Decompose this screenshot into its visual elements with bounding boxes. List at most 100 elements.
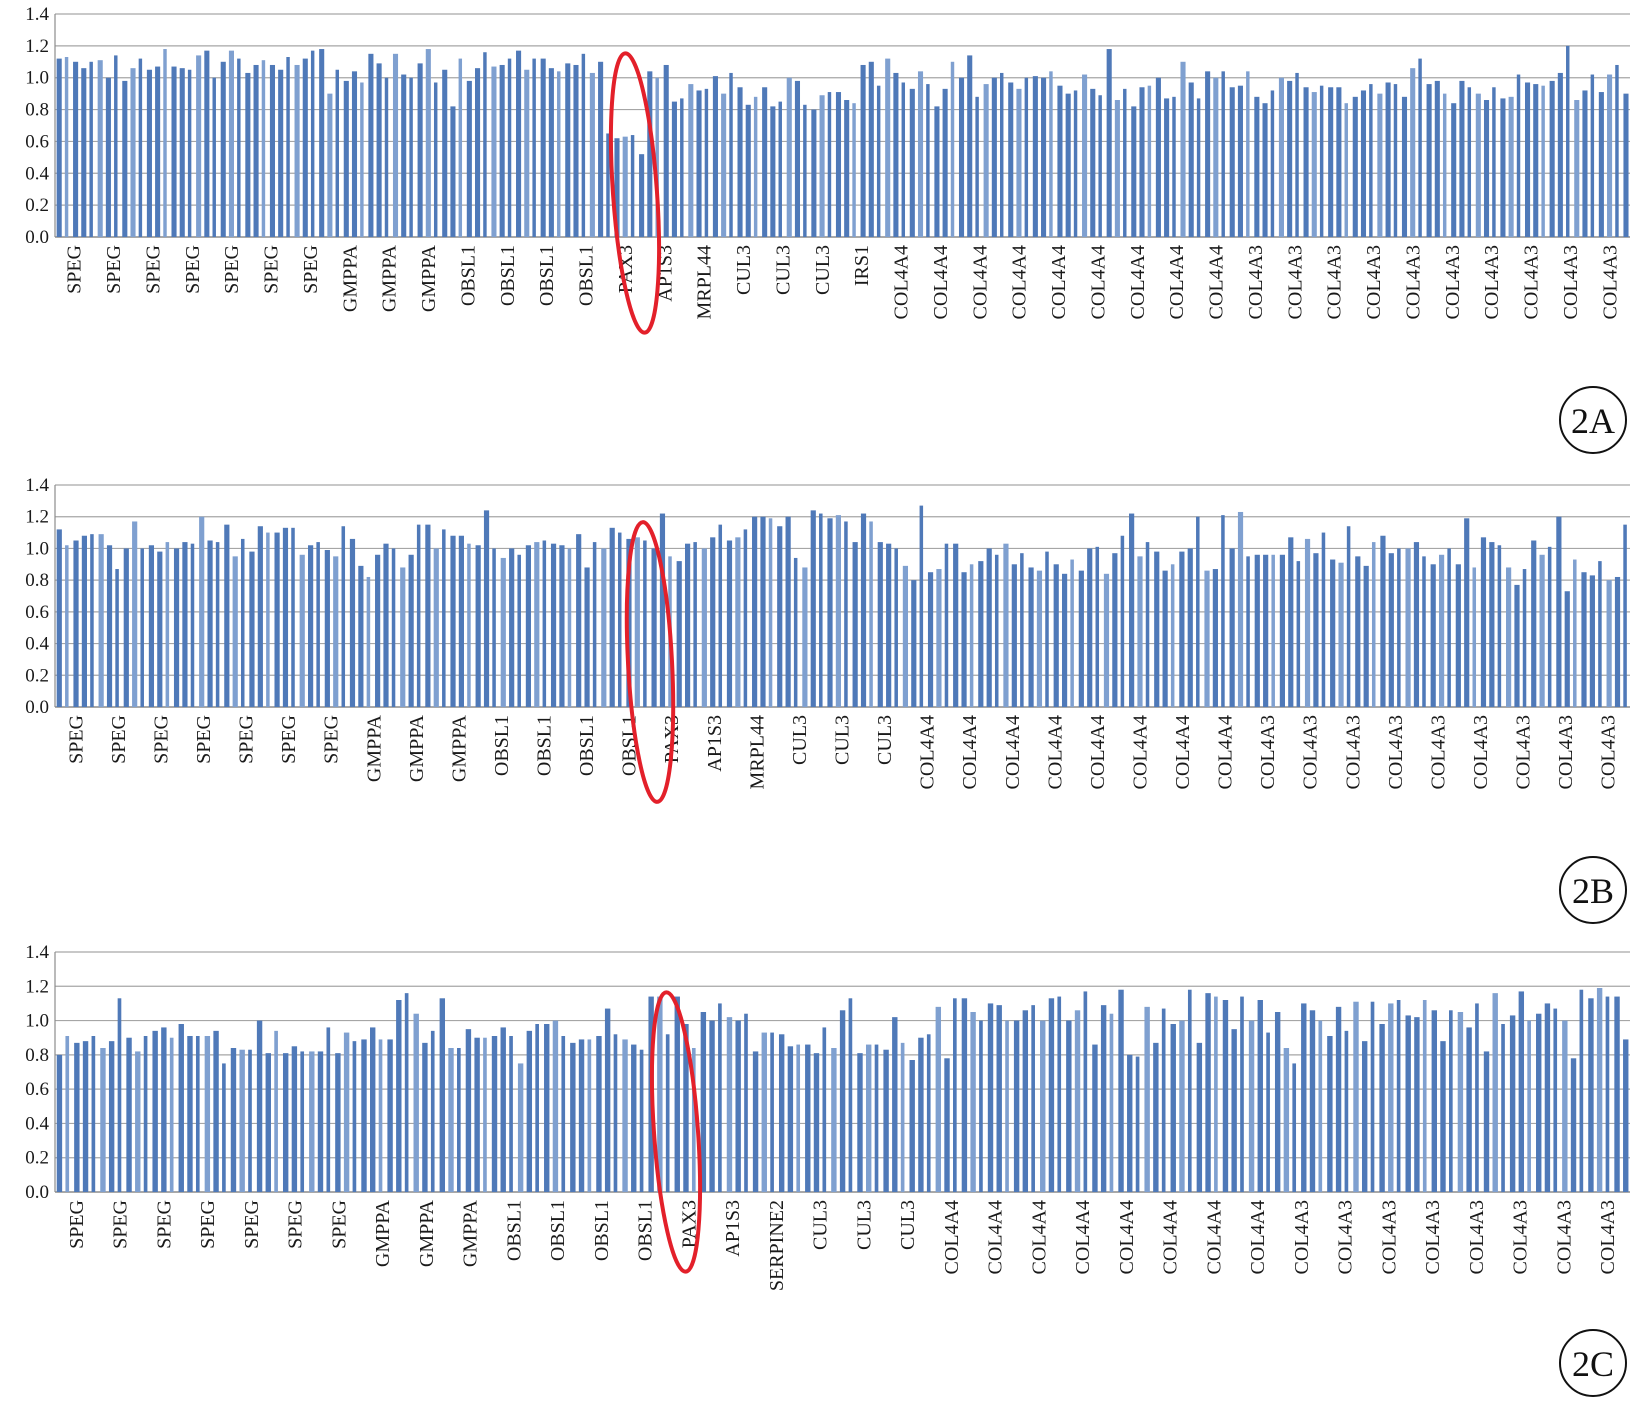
x-tick-label: COL4A3 (1470, 715, 1492, 789)
bar (81, 535, 87, 707)
x-tick-label: CUL3 (789, 715, 811, 765)
bar (753, 96, 758, 237)
bar (327, 93, 333, 237)
bar (266, 532, 270, 707)
bar (1582, 90, 1588, 238)
y-tick-label: 1.2 (25, 976, 49, 997)
bar (155, 66, 161, 237)
bar (944, 1058, 950, 1192)
bar (676, 561, 682, 707)
bar (584, 567, 590, 707)
bar (253, 64, 259, 237)
bar (1053, 564, 1059, 707)
bar (212, 77, 216, 238)
bar (1074, 1010, 1081, 1192)
x-tick-label: COL4A4 (891, 245, 913, 319)
bar (835, 515, 841, 707)
bar (474, 1037, 480, 1192)
bar (1544, 1003, 1551, 1192)
bar (726, 1017, 733, 1192)
x-tick-label: GMPPA (416, 1199, 438, 1267)
y-tick-label: 1.0 (25, 538, 49, 559)
bar (860, 64, 866, 237)
bar (1475, 93, 1481, 237)
bar (918, 1037, 924, 1192)
bar (383, 543, 389, 707)
bar (909, 1060, 915, 1192)
x-tick-label: GMPPA (448, 714, 470, 782)
bar (1581, 572, 1587, 707)
bar (1196, 98, 1201, 237)
highlight-ellipse (649, 990, 703, 1274)
x-tick-label: COL4A3 (1513, 715, 1535, 789)
bar (442, 529, 446, 707)
x-tick-label: OBSL1 (536, 245, 558, 306)
bar (710, 537, 716, 707)
bar (1466, 1027, 1472, 1192)
bar (926, 84, 930, 237)
bar (387, 1039, 393, 1192)
bar (1570, 1058, 1577, 1192)
x-tick-label: SPEG (241, 1200, 263, 1249)
bar (911, 580, 917, 707)
bar (1401, 96, 1408, 237)
x-tick-label: SPEG (193, 715, 215, 764)
x-tick-label: COL4A4 (1048, 245, 1070, 319)
x-tick-label: GMPPA (406, 714, 428, 782)
bar (391, 548, 396, 707)
bar (1615, 64, 1619, 237)
bar (1161, 1008, 1166, 1192)
bar (811, 109, 817, 237)
bar (450, 535, 456, 707)
bar (1103, 573, 1110, 707)
bar (1506, 567, 1512, 707)
y-tick-label: 1.0 (25, 68, 49, 89)
y-tick-label: 0.2 (25, 665, 49, 686)
bar (1237, 85, 1243, 238)
bar (1335, 1006, 1342, 1192)
bar (1098, 95, 1102, 238)
bar (883, 1049, 889, 1192)
bar (161, 1027, 167, 1192)
bar (148, 545, 155, 707)
bar (187, 1036, 193, 1192)
bar (475, 68, 481, 237)
bar (1065, 93, 1071, 237)
bar (936, 569, 942, 707)
panel-label-circle (1559, 856, 1627, 924)
bar (991, 77, 997, 238)
x-tick-label: CUL3 (832, 715, 854, 765)
bar (442, 69, 448, 237)
x-tick-label: SPEG (103, 245, 125, 294)
bar (130, 68, 136, 237)
bar (409, 77, 413, 238)
bar (245, 72, 251, 237)
bar (1120, 535, 1125, 707)
bar (1214, 996, 1218, 1192)
x-tick-label: OBSL1 (503, 1200, 525, 1261)
bar (617, 532, 622, 707)
x-tick-label: OBSL1 (635, 1200, 657, 1261)
bar (1531, 540, 1537, 707)
bar (294, 64, 300, 237)
bar (1180, 61, 1186, 237)
bar (1274, 1012, 1281, 1192)
bar (944, 543, 949, 707)
bar (265, 1053, 271, 1192)
y-tick-label: 0.8 (25, 100, 49, 121)
bar (1278, 77, 1284, 238)
bar (1492, 87, 1496, 238)
bar (934, 106, 940, 237)
bar (261, 60, 266, 237)
x-tick-label: COL4A3 (1510, 1200, 1532, 1274)
bar (274, 1030, 278, 1192)
bar (1422, 556, 1426, 707)
bar (1028, 567, 1034, 707)
bar (228, 50, 234, 237)
x-tick-label: SERPINE2 (766, 1200, 788, 1291)
bar (953, 543, 959, 707)
x-tick-label: SPEG (182, 245, 204, 294)
bar (232, 556, 238, 707)
x-tick-label: AP1S3 (704, 715, 726, 772)
bar (91, 1036, 96, 1192)
